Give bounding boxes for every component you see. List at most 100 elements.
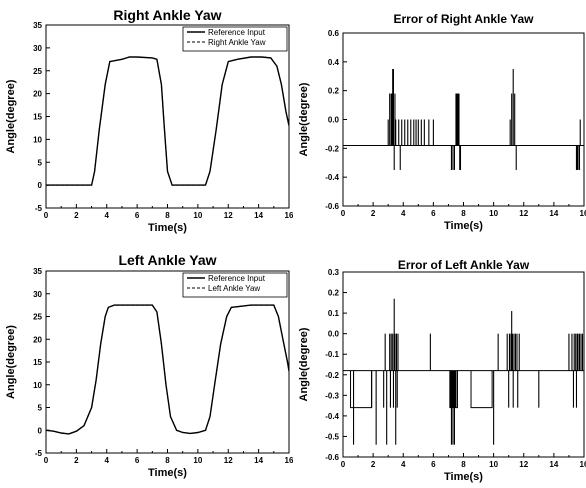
x-tick-label: 4	[105, 211, 110, 220]
y-tick-label: -0.4	[325, 173, 339, 182]
chart-title: Error of Left Ankle Yaw	[398, 258, 530, 272]
legend-entry: Right Ankle Yaw	[208, 38, 266, 47]
x-tick-label: 8	[461, 209, 466, 218]
y-axis-label: Angle(degree)	[298, 327, 310, 401]
y-tick-label: -5	[35, 204, 43, 213]
x-tick-label: 10	[193, 456, 202, 465]
y-tick-label: 0	[38, 426, 43, 435]
error-step	[470, 370, 493, 409]
y-tick-label: -0.4	[325, 412, 339, 421]
x-tick-label: 6	[135, 211, 140, 220]
x-tick-label: 16	[580, 460, 586, 469]
x-tick-label: 14	[254, 456, 263, 465]
x-tick-label: 4	[105, 456, 110, 465]
x-tick-label: 4	[401, 460, 406, 469]
y-tick-label: 0	[38, 181, 43, 190]
chart-title: Error of Right Ankle Yaw	[393, 12, 534, 26]
chart-right-ankle-yaw: Right Ankle Yaw 0 2 4 6 8 10 12 14 16 -5 0 5 10 15 20 25…	[0, 0, 293, 244]
y-tick-label: 20	[33, 90, 42, 99]
x-axis-label: Time(s)	[148, 467, 187, 479]
chart-left-ankle-yaw: Left Ankle Yaw 0 2 4 6 8 10 12 14 16 -5 0 5 10 15 20 25 3…	[0, 244, 293, 488]
y-tick-label: 0.0	[328, 330, 340, 339]
x-tick-label: 2	[371, 460, 376, 469]
x-tick-label: 10	[489, 460, 498, 469]
x-tick-label: 14	[549, 209, 558, 218]
y-tick-label: 0.2	[328, 289, 340, 298]
series-line-measured	[46, 304, 289, 435]
y-tick-label: 0.2	[328, 87, 340, 96]
x-tick-label: 14	[549, 460, 558, 469]
y-tick-label: 20	[33, 335, 42, 344]
chart-title: Right Ankle Yaw	[113, 7, 221, 23]
plot-area	[46, 56, 289, 186]
x-tick-label: 0	[44, 456, 49, 465]
plot-frame	[45, 270, 290, 454]
y-tick-label: 30	[33, 44, 42, 53]
plot-area	[46, 304, 289, 435]
y-tick-label: 15	[33, 358, 42, 367]
y-tick-label: 30	[33, 290, 42, 299]
y-tick-label: 25	[33, 313, 42, 322]
y-tick-label: 10	[33, 381, 42, 390]
x-tick-label: 16	[285, 211, 293, 220]
x-tick-label: 12	[224, 456, 233, 465]
y-tick-label: 10	[33, 135, 42, 144]
y-tick-label: -0.6	[325, 202, 339, 211]
legend-box	[182, 26, 288, 52]
y-tick-label: -0.2	[325, 371, 339, 380]
plot-area	[343, 69, 584, 170]
legend-entry: Reference Input	[208, 28, 266, 37]
y-tick-label: -0.2	[325, 144, 339, 153]
y-tick-label: -0.5	[325, 432, 339, 441]
x-tick-label: 8	[165, 456, 170, 465]
y-tick-label: 0.6	[328, 29, 340, 38]
y-tick-label: 5	[38, 158, 43, 167]
x-axis-label: Time(s)	[444, 471, 483, 483]
y-tick-label: -0.1	[325, 350, 339, 359]
plot-frame	[342, 32, 585, 207]
legend-entry: Left Ankle Yaw	[208, 284, 260, 293]
x-tick-label: 10	[193, 211, 202, 220]
y-tick-label: -0.3	[325, 391, 339, 400]
chart-svg: Error of Left Ankle Yaw 0 2 4 6 8 10 12 14 16 -0.6…	[298, 258, 586, 483]
x-tick-label: 4	[401, 209, 406, 218]
series-line-reference	[46, 56, 289, 186]
chart-error-left-ankle-yaw: Error of Left Ankle Yaw 0 2 4 6 8 10 12 14 16 -0.6…	[293, 244, 586, 488]
x-tick-label: 2	[74, 211, 79, 220]
y-tick-label: 0.3	[328, 268, 340, 277]
x-tick-label: 0	[44, 211, 49, 220]
y-tick-label: 35	[33, 21, 42, 30]
x-axis-label: Time(s)	[148, 222, 187, 234]
x-tick-label: 2	[371, 209, 376, 218]
plot-area	[343, 298, 584, 445]
x-axis-label: Time(s)	[444, 220, 483, 232]
y-tick-label: 0.0	[328, 116, 340, 125]
chart-title: Left Ankle Yaw	[118, 252, 216, 268]
x-tick-label: 6	[431, 460, 436, 469]
y-tick-label: -0.6	[325, 453, 339, 462]
y-tick-label: 5	[38, 404, 43, 413]
x-tick-label: 2	[74, 456, 79, 465]
y-axis-label: Angle(degree)	[5, 79, 17, 153]
y-axis-label: Angle(degree)	[298, 82, 310, 156]
chart-error-right-ankle-yaw: Error of Right Ankle Yaw 0 2 4 6 8 10 12 14 16 -0.…	[293, 0, 586, 244]
x-tick-label: 16	[580, 209, 586, 218]
x-tick-label: 12	[519, 460, 528, 469]
x-tick-label: 12	[224, 211, 233, 220]
plot-frame	[342, 271, 585, 458]
series-line-measured	[46, 56, 289, 186]
x-tick-label: 6	[431, 209, 436, 218]
y-axis-label: Angle(degree)	[5, 325, 17, 399]
x-tick-label: 6	[135, 456, 140, 465]
x-tick-label: 8	[461, 460, 466, 469]
y-tick-label: -5	[35, 449, 43, 458]
legend-box	[182, 272, 288, 298]
x-tick-label: 8	[165, 211, 170, 220]
plot-frame	[45, 24, 290, 209]
y-tick-label: 0.1	[328, 309, 340, 318]
x-tick-label: 12	[519, 209, 528, 218]
x-tick-label: 14	[254, 211, 263, 220]
y-tick-label: 0.4	[328, 58, 340, 67]
